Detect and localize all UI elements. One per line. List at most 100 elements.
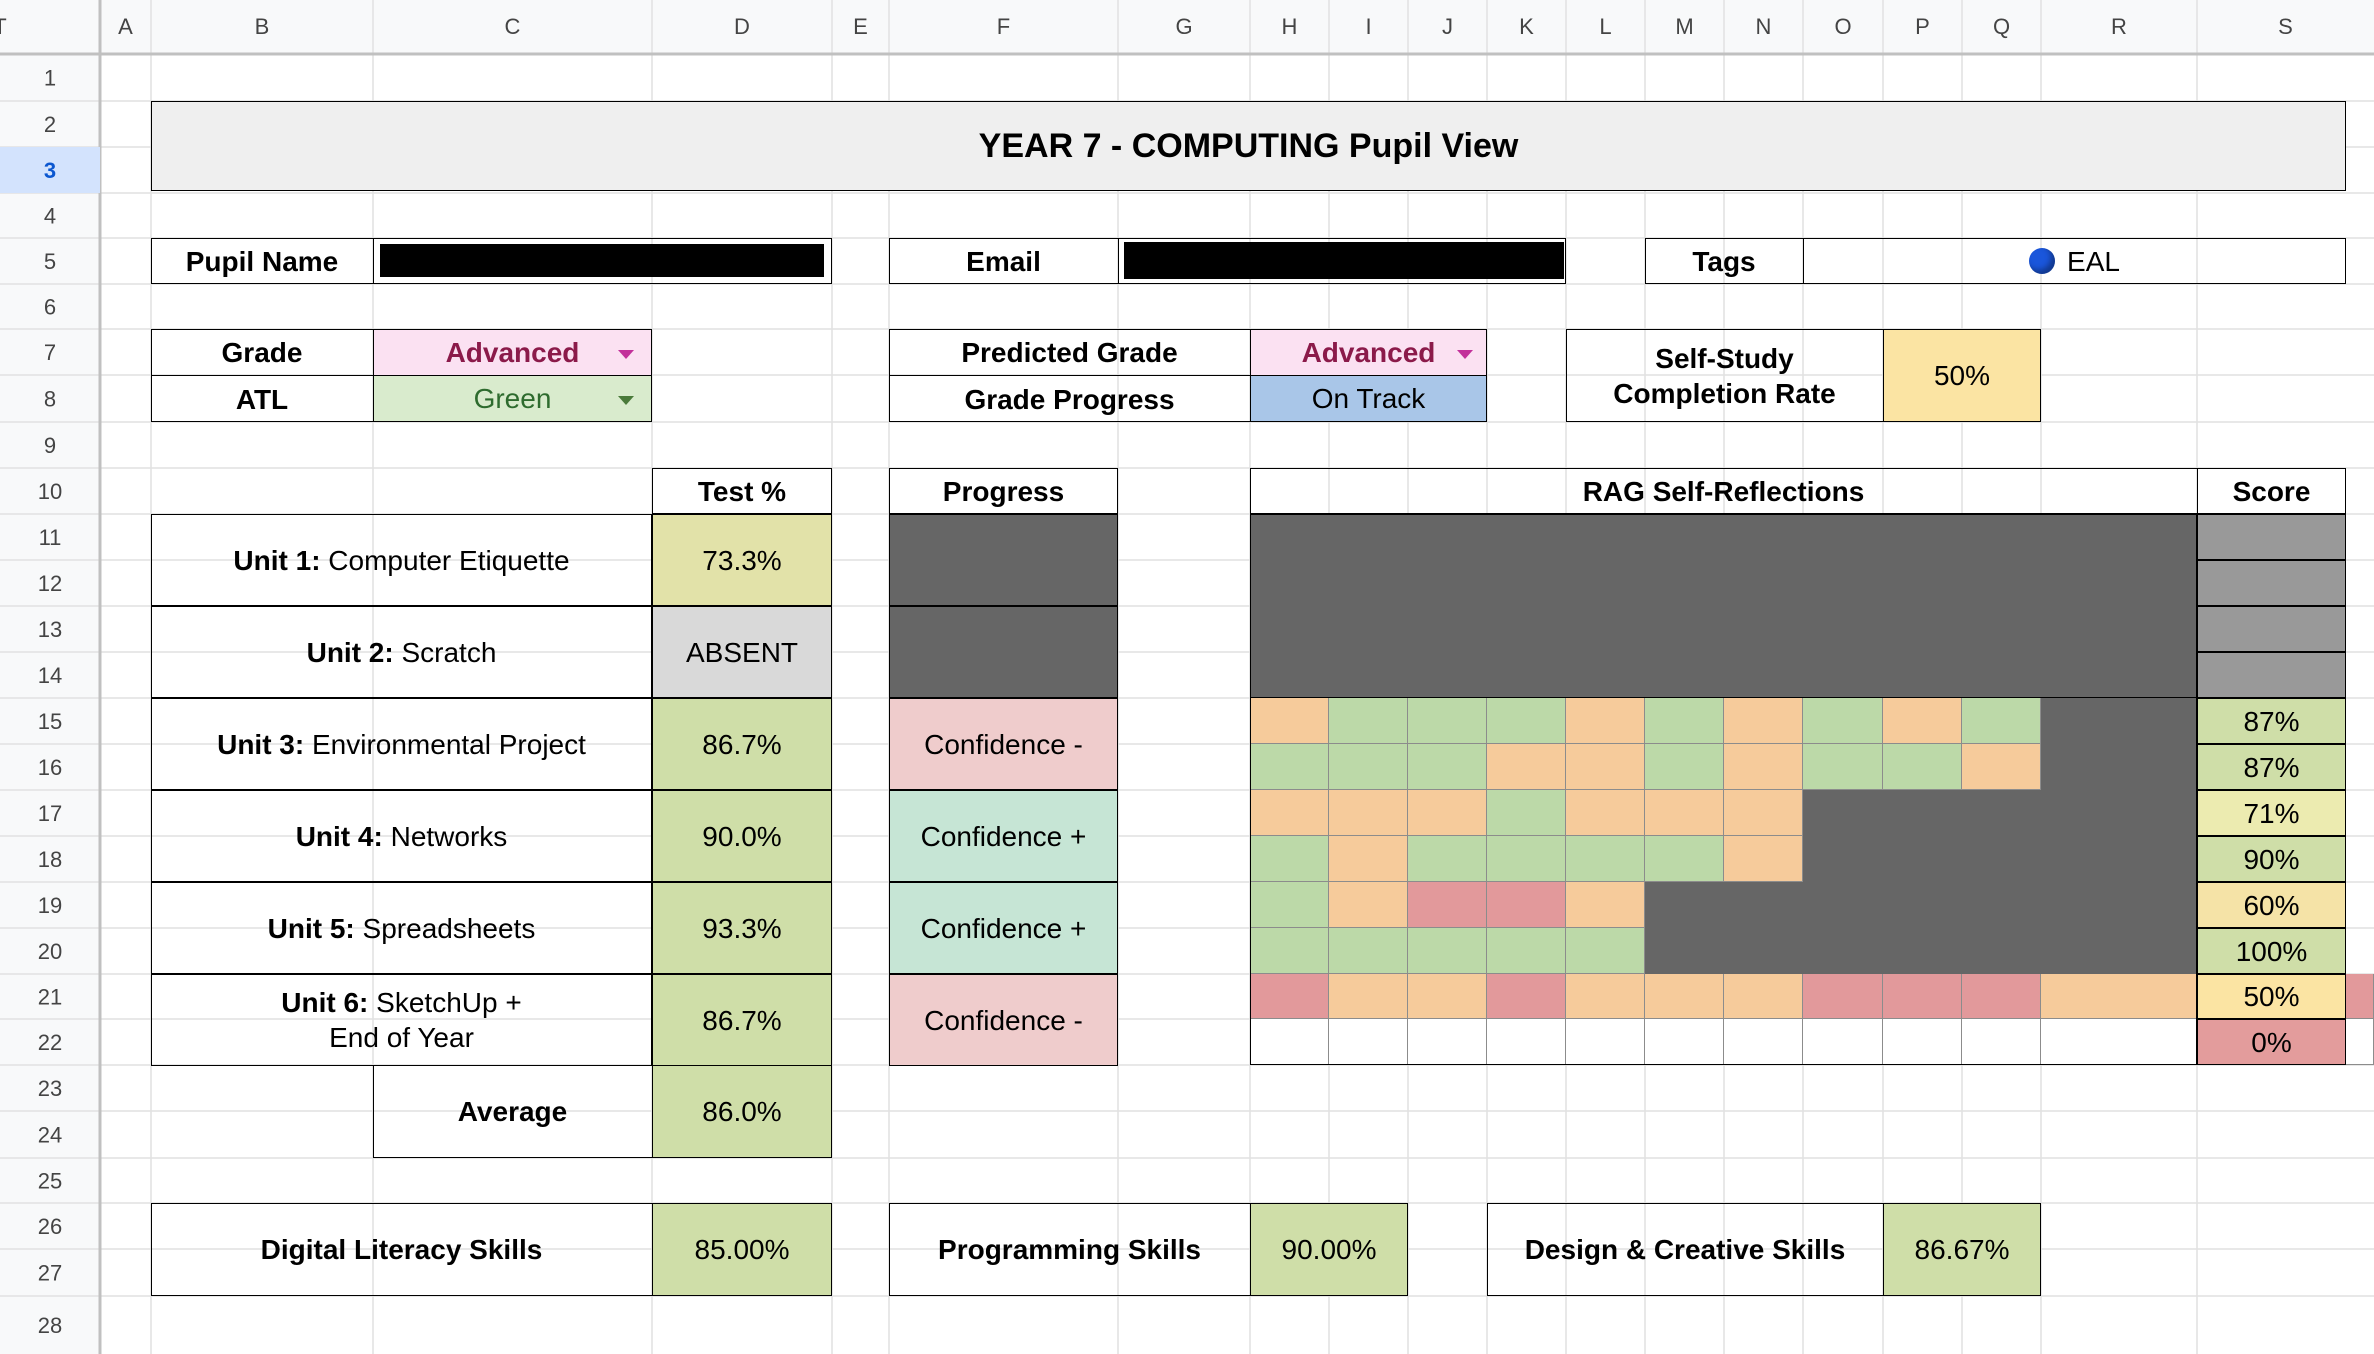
rag-cell[interactable] (1329, 1019, 1408, 1065)
chevron-down-icon[interactable] (618, 349, 634, 359)
rag-cell[interactable] (1566, 698, 1645, 744)
rag-cell[interactable] (1566, 744, 1645, 790)
rag-cell[interactable] (1724, 974, 1803, 1019)
column-header-P[interactable]: P (1915, 14, 1930, 39)
column-header-A[interactable]: A (118, 14, 133, 39)
row-header-15[interactable]: 15 (38, 709, 62, 734)
rag-cell[interactable] (1250, 836, 1329, 882)
rag-cell[interactable] (1566, 790, 1645, 836)
rag-cell[interactable] (2041, 1019, 2197, 1065)
rag-cell[interactable] (1329, 974, 1408, 1019)
chevron-down-icon[interactable] (1457, 349, 1473, 359)
rag-cell[interactable] (1408, 790, 1487, 836)
rag-cell[interactable] (2041, 974, 2197, 1019)
predicted-grade-select[interactable]: Advanced (1251, 330, 1486, 375)
column-header-T[interactable]: T (0, 14, 7, 39)
row-header-18[interactable]: 18 (38, 847, 62, 872)
column-header-O[interactable]: O (1834, 14, 1851, 39)
rag-cell[interactable] (1408, 882, 1487, 928)
rag-cell[interactable] (1329, 698, 1408, 744)
rag-cell[interactable] (1250, 974, 1329, 1019)
rag-cell[interactable] (1645, 974, 1724, 1019)
rag-cell[interactable] (1408, 744, 1487, 790)
chevron-down-icon[interactable] (618, 395, 634, 405)
row-header-23[interactable]: 23 (38, 1076, 62, 1101)
rag-cell[interactable] (1883, 1019, 1962, 1065)
rag-cell[interactable] (1803, 698, 1883, 744)
rag-cell[interactable] (1645, 790, 1724, 836)
rag-cell[interactable] (1566, 974, 1645, 1019)
rag-cell[interactable] (1487, 1019, 1566, 1065)
rag-cell[interactable] (1408, 1019, 1487, 1065)
rag-cell[interactable] (1724, 1019, 1803, 1065)
rag-cell[interactable] (1566, 928, 1645, 974)
rag-cell[interactable] (1645, 744, 1724, 790)
column-header-N[interactable]: N (1756, 14, 1772, 39)
row-header-8[interactable]: 8 (44, 387, 56, 412)
rag-cell[interactable] (1329, 928, 1408, 974)
row-header-11[interactable]: 11 (39, 525, 62, 550)
rag-cell[interactable] (1487, 790, 1566, 836)
rag-cell[interactable] (1487, 974, 1566, 1019)
row-header-1[interactable]: 1 (44, 66, 56, 91)
row-header-17[interactable]: 17 (38, 801, 62, 826)
rag-cell[interactable] (1408, 836, 1487, 882)
rag-cell[interactable] (1250, 1019, 1329, 1065)
rag-cell[interactable] (1883, 698, 1962, 744)
column-header-C[interactable]: C (505, 14, 521, 39)
row-header-4[interactable]: 4 (44, 204, 56, 229)
column-header-L[interactable]: L (1599, 14, 1611, 39)
column-header-Q[interactable]: Q (1993, 14, 2010, 39)
rag-cell[interactable] (1566, 1019, 1645, 1065)
rag-cell[interactable] (1566, 882, 1645, 928)
rag-cell[interactable] (1329, 836, 1408, 882)
rag-cell[interactable] (1724, 698, 1803, 744)
rag-cell[interactable] (1724, 790, 1803, 836)
rag-cell[interactable] (1329, 882, 1408, 928)
row-header-9[interactable]: 9 (44, 433, 56, 458)
rag-cell[interactable] (1803, 974, 1883, 1019)
rag-cell[interactable] (1962, 1019, 2041, 1065)
row-header-27[interactable]: 27 (38, 1261, 62, 1286)
row-header-26[interactable]: 26 (38, 1214, 62, 1239)
rag-cell[interactable] (1408, 698, 1487, 744)
rag-cell[interactable] (1962, 974, 2041, 1019)
row-header-6[interactable]: 6 (44, 295, 56, 320)
row-header-21[interactable]: 21 (38, 985, 62, 1010)
row-header-13[interactable]: 13 (38, 617, 62, 642)
row-header-10[interactable]: 10 (38, 479, 62, 504)
rag-cell[interactable] (1250, 698, 1329, 744)
rag-cell[interactable] (1883, 744, 1962, 790)
column-header-E[interactable]: E (853, 14, 868, 39)
rag-cell[interactable] (1487, 882, 1566, 928)
column-header-J[interactable]: J (1442, 14, 1453, 39)
rag-cell[interactable] (1803, 744, 1883, 790)
rag-cell[interactable] (1487, 744, 1566, 790)
column-header-G[interactable]: G (1175, 14, 1192, 39)
row-header-19[interactable]: 19 (38, 893, 62, 918)
tag-chip[interactable]: EAL (1803, 238, 2346, 284)
row-header-14[interactable]: 14 (38, 663, 62, 688)
rag-cell[interactable] (1408, 928, 1487, 974)
column-header-R[interactable]: R (2111, 14, 2127, 39)
rag-cell[interactable] (1962, 744, 2041, 790)
rag-cell[interactable] (1724, 744, 1803, 790)
rag-cell[interactable] (1329, 790, 1408, 836)
rag-cell[interactable] (1408, 974, 1487, 1019)
row-header-20[interactable]: 20 (38, 939, 62, 964)
rag-cell[interactable] (1566, 836, 1645, 882)
row-header-24[interactable]: 24 (38, 1123, 62, 1148)
row-header-16[interactable]: 16 (38, 755, 62, 780)
rag-cell[interactable] (1645, 698, 1724, 744)
rag-cell[interactable] (1329, 744, 1408, 790)
atl-select[interactable]: Green (374, 376, 651, 421)
row-header-3[interactable]: 3 (44, 158, 56, 183)
column-header-I[interactable]: I (1365, 14, 1371, 39)
row-header-28[interactable]: 28 (38, 1313, 62, 1338)
column-header-K[interactable]: K (1519, 14, 1534, 39)
row-header-5[interactable]: 5 (44, 249, 56, 274)
row-header-22[interactable]: 22 (38, 1030, 62, 1055)
rag-cell[interactable] (1724, 836, 1803, 882)
rag-cell[interactable] (1645, 836, 1724, 882)
rag-cell[interactable] (1487, 698, 1566, 744)
